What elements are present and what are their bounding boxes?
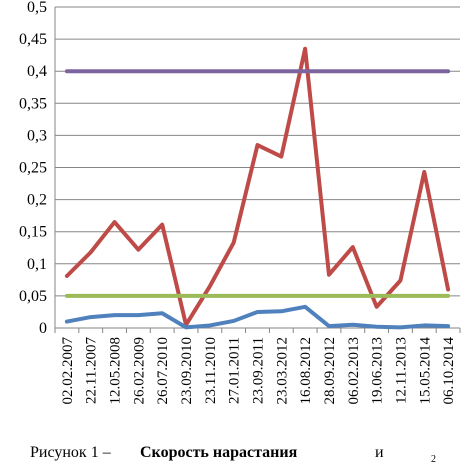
x-tick-label: 12.05.2008 [108,337,124,405]
figure-caption: Рисунок 1 – Скорость нарастания и 2 [0,444,469,468]
x-tick-label: 22.11.2007 [84,337,100,404]
y-tick-label: 0,1 [27,256,47,273]
caption-title: Скорость нарастания [140,444,298,461]
y-tick-label: 0,45 [19,31,47,48]
caption-subscript: 2 [431,454,436,465]
x-tick-label: 26.02.2009 [131,337,147,405]
x-tick-label: 28.09.2012 [322,337,338,405]
y-tick-label: 0,15 [19,224,47,241]
y-tick-label: 0,35 [19,95,47,112]
series-lines [64,46,451,330]
x-tick-label: 23.09.2011 [251,337,267,404]
y-tick-label: 0 [39,320,47,337]
x-tick-label: 15.05.2014 [417,337,433,405]
x-tick-label: 06.10.2014 [441,337,457,405]
x-tick-label: 19.06.2013 [370,337,386,405]
x-tick-label: 26.07.2010 [155,337,171,405]
line-chart: 0 0,05 0,1 0,15 0,2 0,25 0,3 0,35 0,4 0,45 0,5 02.… [19,0,461,405]
y-tick-label: 0,4 [27,63,47,80]
caption-conjunction: и [375,444,384,461]
x-tick-label: 23.09.2010 [179,337,195,405]
y-tick-label: 0,3 [27,127,47,144]
y-tick-label: 0,5 [27,0,47,16]
y-tick-label: 0,05 [19,288,47,305]
y-axis-tick-labels: 0 0,05 0,1 0,15 0,2 0,25 0,3 0,35 0,4 0,45 0,5 [19,0,47,337]
y-tick-label: 0,2 [27,192,47,209]
x-tick-label: 27.01.2011 [227,337,243,404]
x-tick-label: 23.03.2012 [274,337,290,405]
y-tick-label: 0,25 [19,160,47,177]
series-line-2 [64,304,451,330]
x-tick-label: 12.11.2013 [393,337,409,404]
caption-prefix: Рисунок 1 – [30,444,111,461]
x-axis-tick-labels: 02.02.2007 22.11.2007 12.05.2008 26.02.2009… [60,337,457,405]
x-tick-label: 23.11.2010 [203,337,219,404]
series-line-1 [64,46,451,327]
x-tick-label: 06.02.2013 [346,337,362,405]
x-tick-label: 16.08.2012 [298,337,314,405]
x-tick-label: 02.02.2007 [60,337,76,405]
